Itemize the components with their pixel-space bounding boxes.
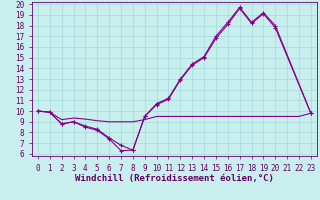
X-axis label: Windchill (Refroidissement éolien,°C): Windchill (Refroidissement éolien,°C) xyxy=(75,174,274,183)
